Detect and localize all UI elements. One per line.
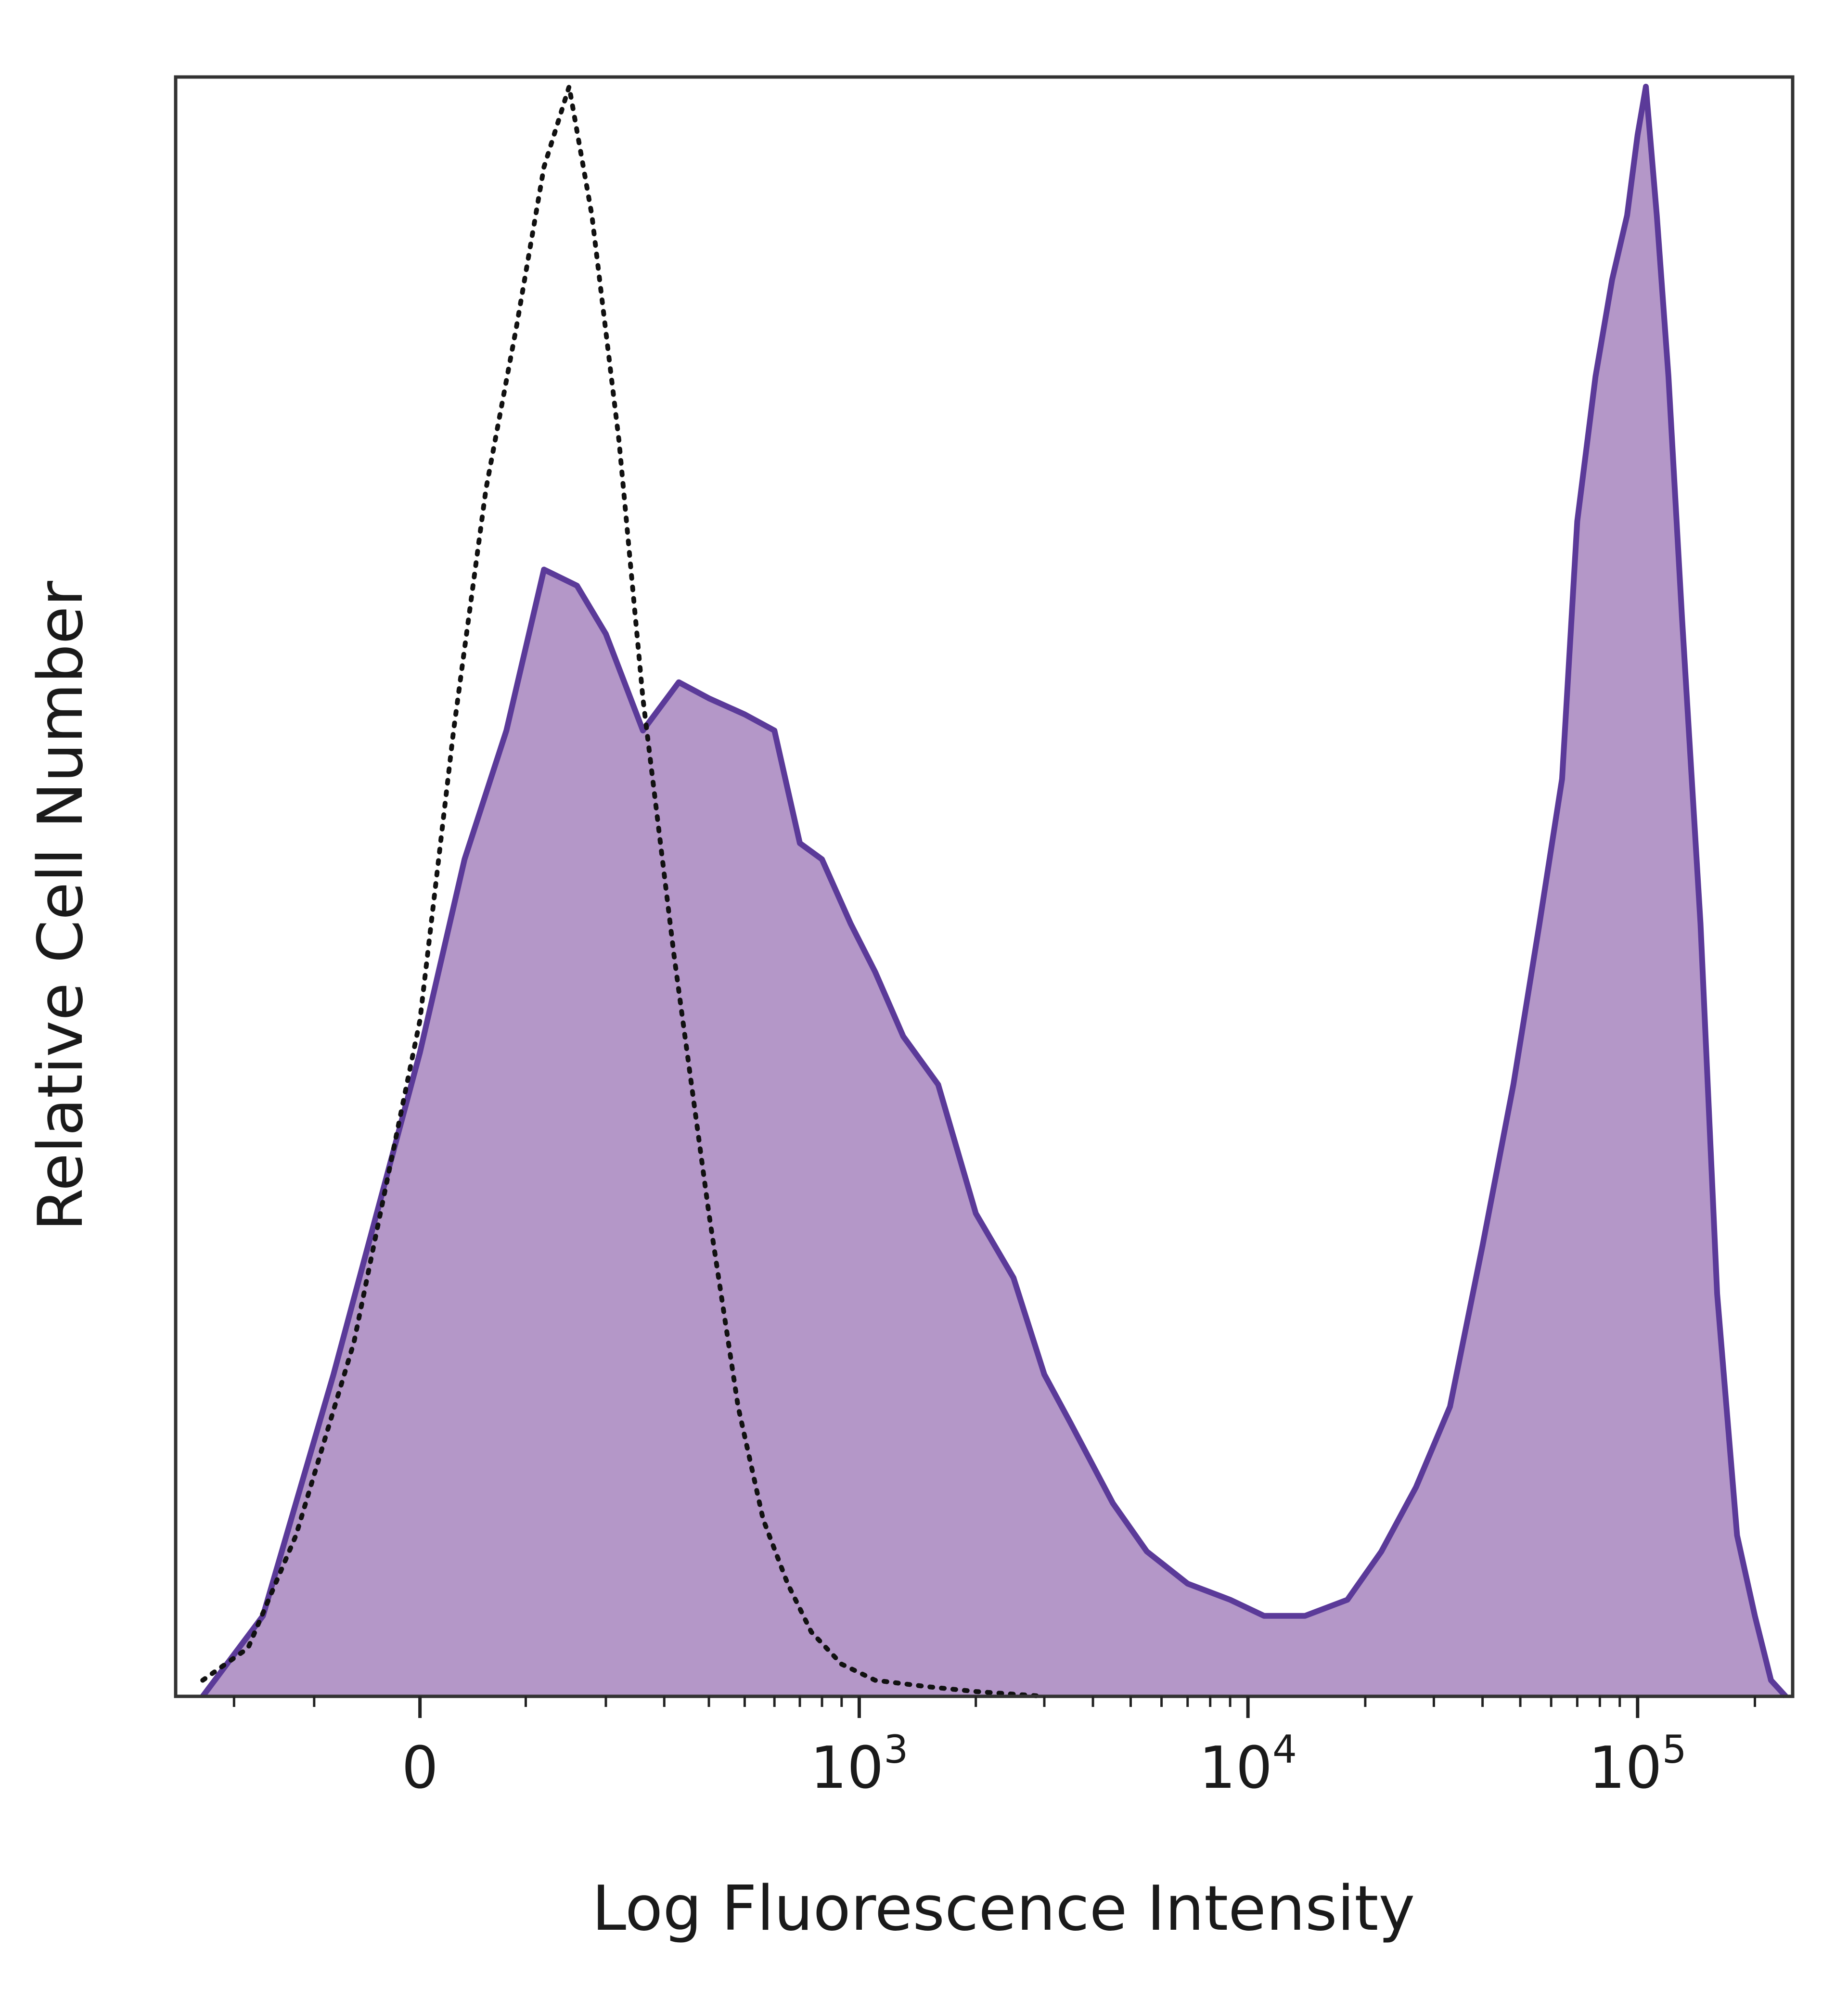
x-tick-label: 0 <box>401 1735 438 1802</box>
series-1-line <box>200 84 1788 1699</box>
x-axis-title: Log Fluorescence Intensity <box>592 1873 1415 1945</box>
x-tick-label: 103 <box>810 1727 909 1802</box>
x-tick-label: 104 <box>1199 1727 1297 1802</box>
plot-area <box>200 84 1788 1699</box>
plot-frame <box>174 75 1795 1698</box>
series-1-area <box>203 87 1786 1696</box>
y-axis-title: Relative Cell Number <box>25 581 97 1231</box>
x-axis: 0 103 104 105 <box>232 1696 1757 1802</box>
x-tick-label: 105 <box>1589 1727 1687 1802</box>
